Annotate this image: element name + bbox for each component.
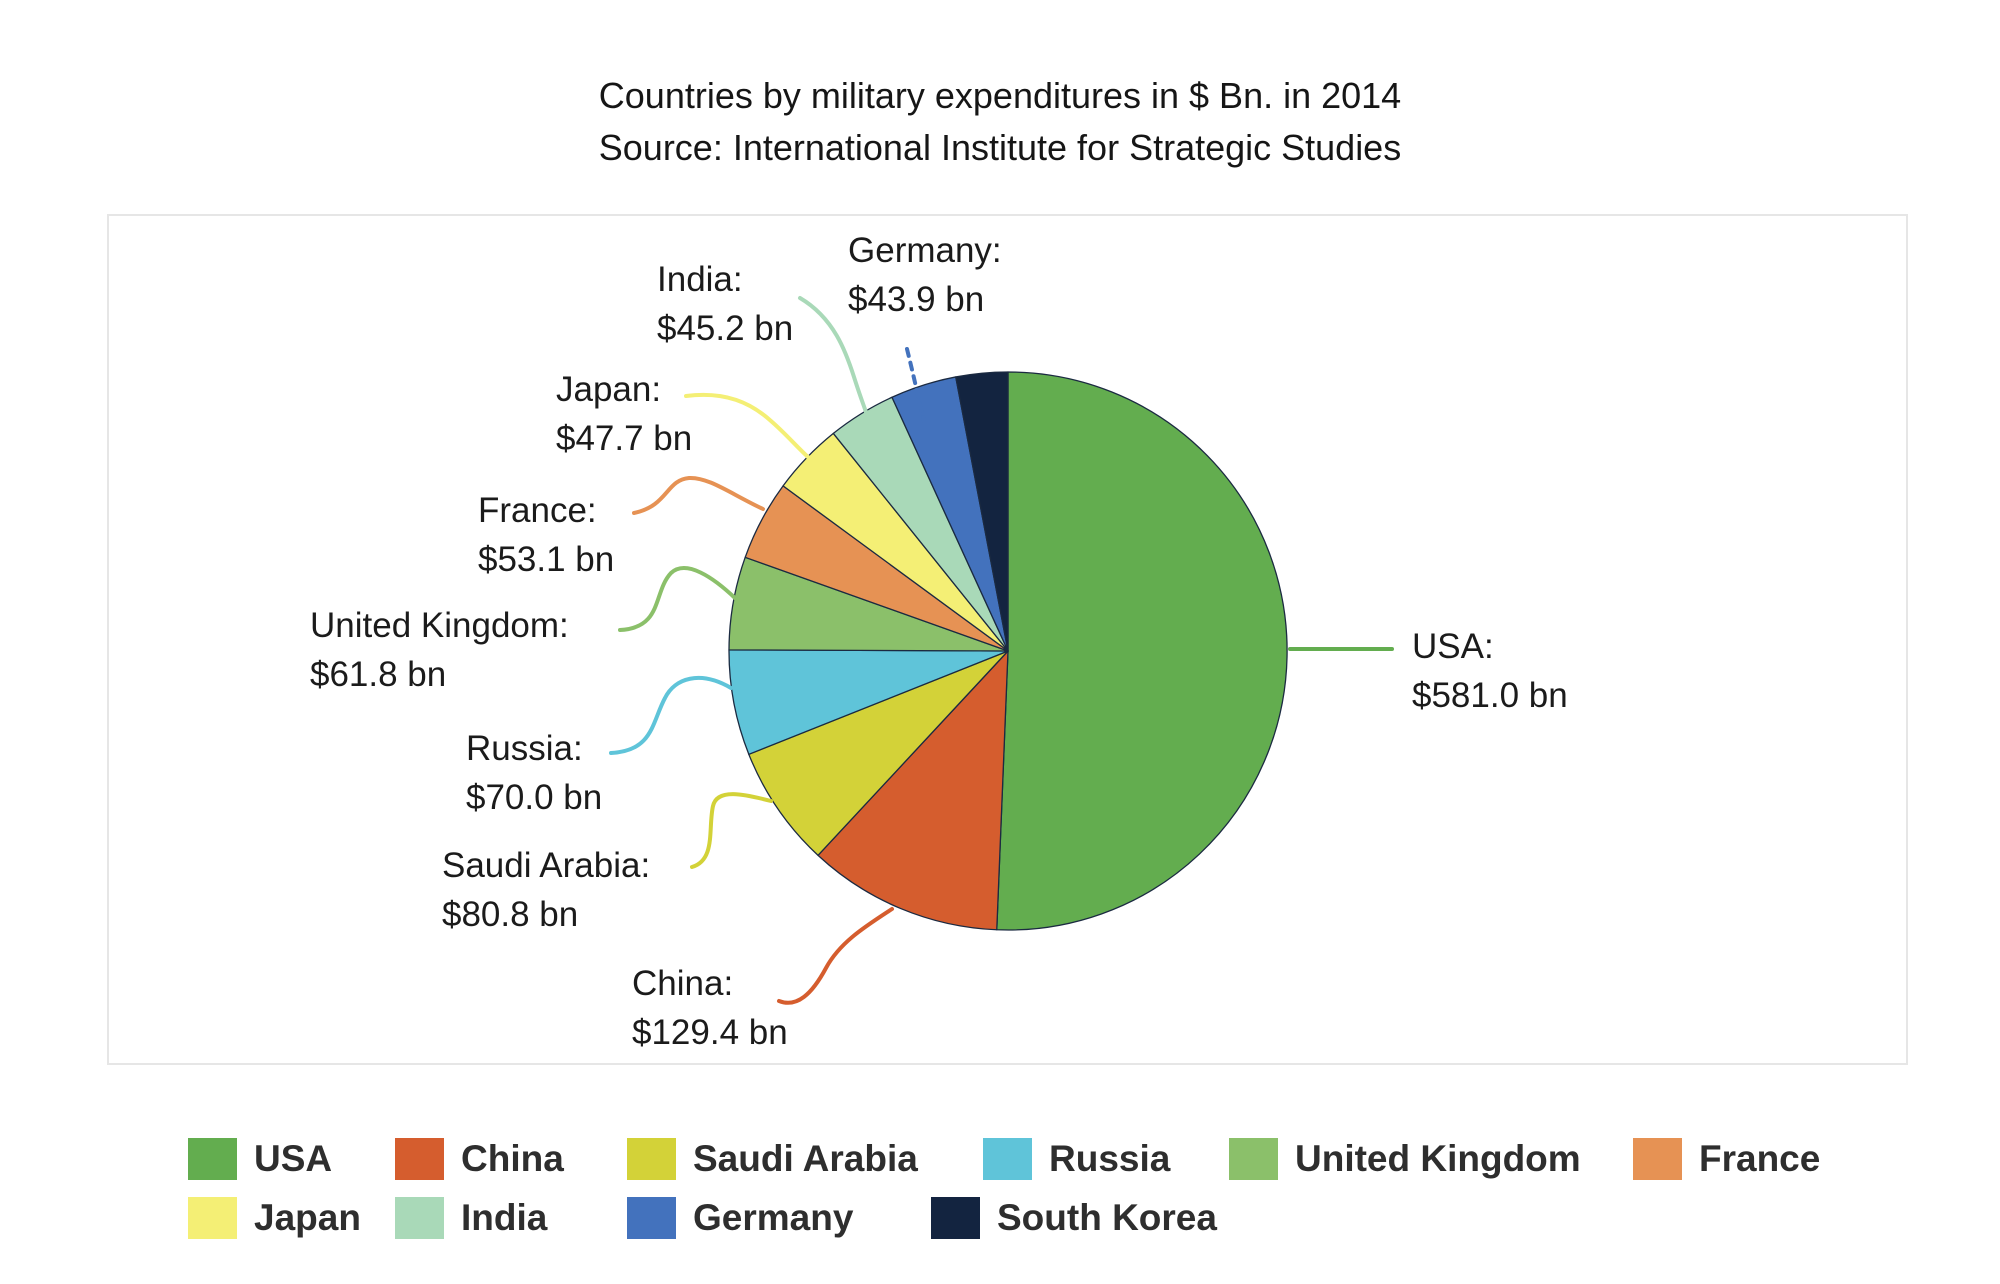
callout-country-name: India: [657, 260, 743, 299]
pie-slice-usa [996, 371, 1288, 931]
legend-item-russia: Russia [983, 1137, 1170, 1180]
legend-label-france: France [1699, 1137, 1821, 1179]
legend-item-japan: Japan [188, 1196, 361, 1239]
plot-area-border [107, 214, 1908, 1065]
legend-swatch-russia [983, 1137, 1032, 1180]
callout-china: China: $129.4 bn [632, 959, 788, 1057]
callout-country-value: $581.0 bn [1412, 676, 1568, 715]
callout-saudi-arabia: Saudi Arabia: $80.8 bn [442, 841, 650, 939]
legend-swatch-france [1633, 1137, 1682, 1180]
callout-india: India: $45.2 bn [657, 255, 793, 353]
leader-line-germany [905, 347, 926, 423]
callout-country-value: $80.8 bn [442, 895, 579, 934]
pie-slice-china [817, 650, 1009, 931]
legend-item-france: France [1633, 1137, 1820, 1180]
legend-swatch-india [395, 1196, 444, 1239]
legend-swatch-china [395, 1137, 444, 1180]
callout-united-kingdom: United Kingdom: $61.8 bn [310, 601, 569, 699]
legend-item-united-kingdom: United Kingdom [1229, 1137, 1581, 1180]
chart-title: Countries by military expenditures in $ … [598, 75, 1402, 116]
legend-swatch-japan [188, 1196, 237, 1239]
legend-item-india: India [395, 1196, 547, 1239]
legend-item-south-korea: South Korea [931, 1196, 1217, 1239]
legend-label-japan: Japan [254, 1196, 361, 1238]
legend-label-china: China [461, 1137, 564, 1179]
callout-france: France: $53.1 bn [478, 486, 614, 584]
leader-line-japan [684, 392, 810, 459]
callout-country-value: $43.9 bn [848, 280, 985, 319]
callout-country-name: United Kingdom: [310, 606, 569, 645]
callout-usa: USA: $581.0 bn [1412, 622, 1568, 720]
leader-line-united-kingdom [618, 566, 738, 632]
legend-item-china: China [395, 1137, 564, 1180]
legend-swatch-usa [188, 1137, 237, 1180]
callout-russia: Russia: $70.0 bn [466, 724, 602, 822]
pie-slice-south-korea [955, 371, 1009, 652]
callout-country-value: $47.7 bn [556, 419, 693, 458]
legend-item-usa: USA [188, 1137, 332, 1180]
callout-country-value: $61.8 bn [310, 655, 447, 694]
callout-country-name: France: [478, 491, 597, 530]
legend-label-india: India [461, 1196, 548, 1238]
leader-line-russia [609, 675, 733, 755]
pie-slices [728, 371, 1288, 931]
callout-country-name: China: [632, 964, 734, 1003]
leader-line-saudi-arabia [690, 792, 773, 869]
callout-country-value: $45.2 bn [657, 309, 794, 348]
legend-label-usa: USA [254, 1137, 333, 1179]
callout-germany: Germany: $43.9 bn [848, 226, 1002, 324]
chart-subtitle: Source: International Institute for Stra… [598, 127, 1402, 168]
legend-swatch-united-kingdom [1229, 1137, 1278, 1180]
callout-country-value: $53.1 bn [478, 540, 615, 579]
callout-country-name: Russia: [466, 729, 583, 768]
leader-line-india [798, 296, 869, 417]
leader-line-china [777, 907, 894, 1005]
legend-label-germany: Germany [693, 1196, 854, 1238]
callout-japan: Japan: $47.7 bn [556, 365, 692, 463]
legend-item-saudi-arabia: Saudi Arabia [627, 1137, 918, 1180]
callout-country-value: $129.4 bn [632, 1013, 788, 1052]
title-block: Countries by military expenditures in $ … [0, 70, 2000, 174]
legend-label-united-kingdom: United Kingdom [1295, 1137, 1581, 1179]
callout-country-name: USA: [1412, 627, 1494, 666]
pie-slice-saudi-arabia [748, 650, 1009, 856]
callout-country-value: $70.0 bn [466, 778, 603, 817]
legend-swatch-germany [627, 1196, 676, 1239]
legend-label-saudi-arabia: Saudi Arabia [693, 1137, 918, 1179]
callout-country-name: Saudi Arabia: [442, 846, 651, 885]
leader-lines [609, 296, 1394, 1005]
legend-label-russia: Russia [1049, 1137, 1171, 1179]
callout-country-name: Japan: [556, 370, 662, 409]
legend-swatch-saudi-arabia [627, 1137, 676, 1180]
legend-label-south-korea: South Korea [997, 1196, 1217, 1238]
callout-country-name: Germany: [848, 231, 1002, 270]
legend-swatch-south-korea [931, 1196, 980, 1239]
leader-line-france [632, 475, 765, 515]
legend-item-germany: Germany [627, 1196, 853, 1239]
